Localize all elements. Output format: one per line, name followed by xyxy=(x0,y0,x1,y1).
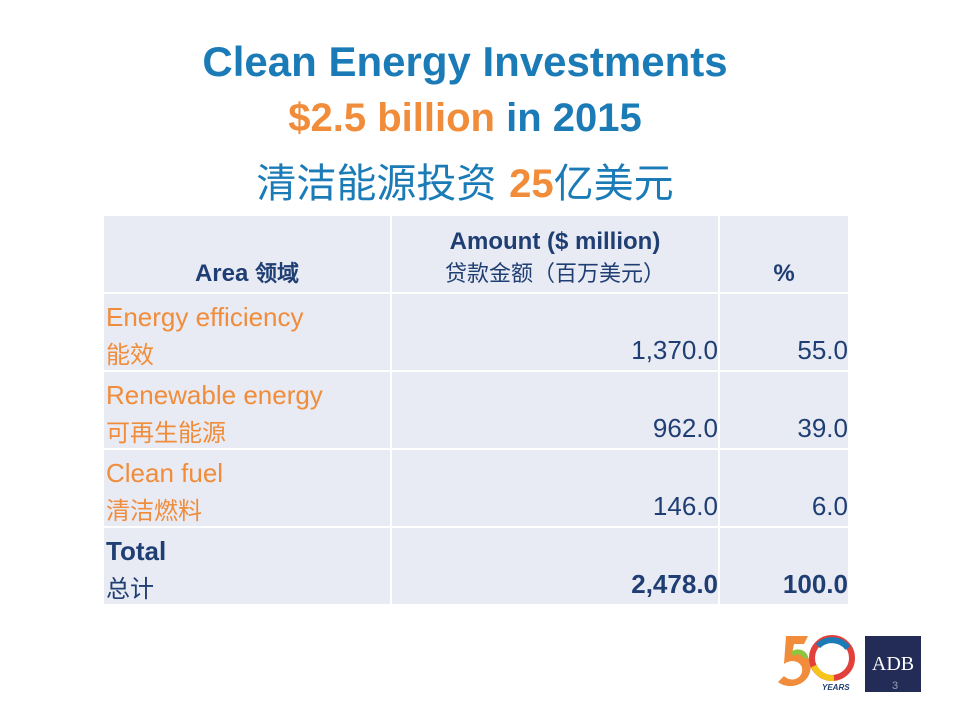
header-amount: Amount ($ million) 贷款金额（百万美元） xyxy=(392,216,720,292)
header-area-label: Area 领域 xyxy=(195,256,299,288)
row-area-zh: 可再生能源 xyxy=(106,419,226,447)
adb-logo: ADB xyxy=(865,636,921,692)
row-area-zh: 清洁燃料 xyxy=(106,497,202,525)
page-number: 3 xyxy=(892,680,899,692)
row-amount: 146.0 xyxy=(392,450,720,526)
table-header-row: Area 领域 Amount ($ million) 贷款金额（百万美元） % xyxy=(104,216,848,294)
table-row: Energy efficiency 能效 1,370.0 55.0 xyxy=(104,294,848,372)
row-percent: 39.0 xyxy=(720,372,848,448)
header-area: Area 领域 xyxy=(104,216,392,292)
row-area-en: Total xyxy=(106,536,167,566)
row-percent: 6.0 xyxy=(720,450,848,526)
table-total-row: Total 总计 2,478.0 100.0 xyxy=(104,528,848,606)
logo-years-text: YEARS xyxy=(822,683,850,692)
subtitle-zh-text: 清洁能源投资 xyxy=(256,161,510,207)
row-area-en: Renewable energy xyxy=(106,380,323,410)
row-area: Renewable energy 可再生能源 xyxy=(104,372,392,448)
header-percent: % xyxy=(720,216,848,292)
header-area-zh: 领域 xyxy=(255,262,300,287)
row-amount: 1,370.0 xyxy=(392,294,720,370)
row-area: Total 总计 xyxy=(104,528,392,604)
adb-logo-text: ADB xyxy=(871,652,915,675)
row-area: Energy efficiency 能效 xyxy=(104,294,392,370)
header-percent-label: % xyxy=(773,260,795,287)
slide-subtitle: $2.5 billion in 2015 xyxy=(0,96,930,141)
subtitle-year: in 2015 xyxy=(494,96,642,140)
slide-title: Clean Energy Investments xyxy=(202,38,728,85)
row-percent: 55.0 xyxy=(720,294,848,370)
row-area-zh: 能效 xyxy=(106,341,154,369)
row-area-zh: 总计 xyxy=(106,575,154,603)
row-amount: 962.0 xyxy=(392,372,720,448)
anniversary-50-years-logo: YEARS xyxy=(778,635,855,692)
header-amount-zh: 贷款金额（百万美元） xyxy=(444,262,665,287)
row-percent: 100.0 xyxy=(720,528,848,604)
row-area-en: Energy efficiency xyxy=(106,302,304,332)
subtitle-zh-number: 25 xyxy=(509,162,554,206)
slide-subtitle-zh: 清洁能源投资 25亿美元 xyxy=(0,151,930,209)
investment-table: Area 领域 Amount ($ million) 贷款金额（百万美元） % … xyxy=(104,216,848,606)
subtitle-amount: $2.5 billion xyxy=(288,96,495,140)
row-area: Clean fuel 清洁燃料 xyxy=(104,450,392,526)
header-area-en: Area xyxy=(194,260,256,287)
table-row: Clean fuel 清洁燃料 146.0 6.0 xyxy=(104,450,848,528)
header-amount-en: Amount ($ million) xyxy=(449,228,661,255)
row-area-en: Clean fuel xyxy=(106,458,224,488)
table-row: Renewable energy 可再生能源 962.0 39.0 xyxy=(104,372,848,450)
subtitle-zh-unit: 亿美元 xyxy=(553,161,674,207)
row-amount: 2,478.0 xyxy=(392,528,720,604)
